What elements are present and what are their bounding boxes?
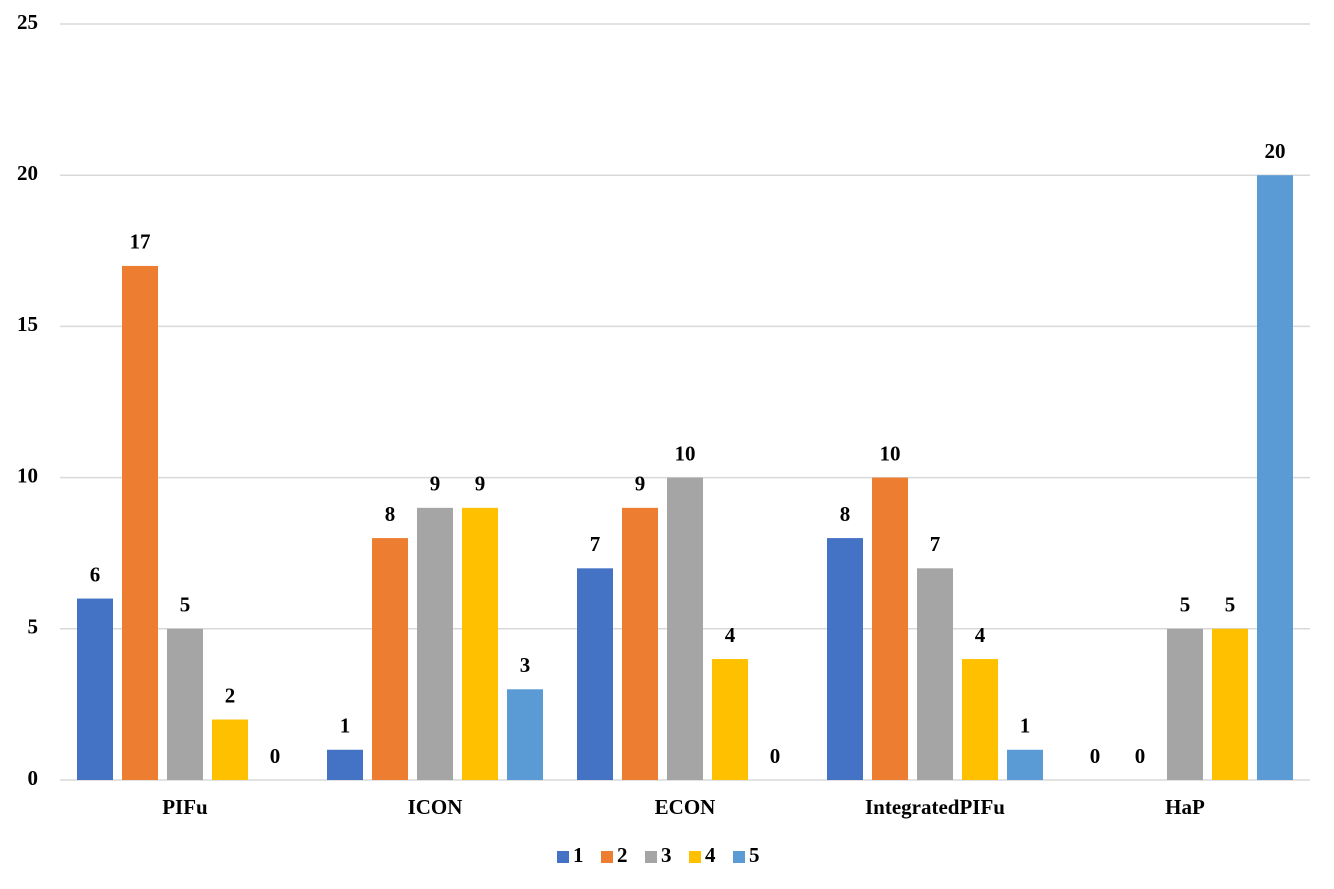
bar bbox=[622, 507, 658, 780]
bar bbox=[872, 477, 908, 780]
bar bbox=[167, 628, 203, 780]
data-label: 10 bbox=[880, 441, 901, 465]
legend-label: 2 bbox=[617, 843, 628, 867]
bar bbox=[1212, 628, 1248, 780]
data-label: 4 bbox=[725, 623, 736, 647]
data-label: 10 bbox=[675, 441, 696, 465]
legend-swatch bbox=[689, 851, 701, 863]
data-label: 0 bbox=[270, 744, 281, 768]
bar bbox=[77, 598, 113, 780]
legend-swatch bbox=[557, 851, 569, 863]
data-label: 9 bbox=[430, 472, 441, 496]
y-tick-label: 20 bbox=[17, 161, 38, 185]
y-tick-label: 15 bbox=[17, 312, 38, 336]
data-label: 5 bbox=[1180, 593, 1191, 617]
legend-label: 4 bbox=[705, 843, 716, 867]
data-label: 7 bbox=[590, 532, 601, 556]
data-label: 0 bbox=[1090, 744, 1101, 768]
bar bbox=[667, 477, 703, 780]
data-label: 6 bbox=[90, 562, 101, 586]
x-tick-label: IntegratedPIFu bbox=[865, 795, 1005, 819]
x-tick-label: ECON bbox=[655, 795, 716, 819]
y-tick-label: 0 bbox=[28, 766, 39, 790]
data-label: 3 bbox=[520, 653, 531, 677]
bar bbox=[327, 749, 363, 780]
legend-swatch bbox=[601, 851, 613, 863]
bar bbox=[577, 568, 613, 780]
legend-label: 5 bbox=[749, 843, 760, 867]
bar bbox=[507, 689, 543, 780]
bar bbox=[1167, 628, 1203, 780]
data-label: 8 bbox=[385, 502, 396, 526]
bar bbox=[1257, 175, 1293, 780]
bar bbox=[827, 538, 863, 780]
x-tick-label: ICON bbox=[408, 795, 463, 819]
bar bbox=[372, 538, 408, 780]
x-tick-label: HaP bbox=[1165, 795, 1205, 819]
legend-label: 1 bbox=[573, 843, 584, 867]
y-tick-label: 10 bbox=[17, 463, 38, 487]
data-label: 5 bbox=[1225, 593, 1236, 617]
legend-label: 3 bbox=[661, 843, 672, 867]
x-tick-label: PIFu bbox=[162, 795, 208, 819]
data-label: 1 bbox=[1020, 714, 1031, 738]
bar bbox=[712, 659, 748, 780]
legend-swatch bbox=[645, 851, 657, 863]
y-tick-label: 5 bbox=[28, 615, 39, 639]
data-label: 0 bbox=[1135, 744, 1146, 768]
data-label: 1 bbox=[340, 714, 351, 738]
data-label: 4 bbox=[975, 623, 986, 647]
y-tick-label: 25 bbox=[17, 10, 38, 34]
data-label: 2 bbox=[225, 683, 236, 707]
bar bbox=[962, 659, 998, 780]
data-label: 17 bbox=[130, 230, 151, 254]
bar bbox=[462, 507, 498, 780]
data-label: 20 bbox=[1265, 139, 1286, 163]
data-label: 5 bbox=[180, 593, 191, 617]
data-label: 9 bbox=[635, 472, 646, 496]
data-label: 9 bbox=[475, 472, 486, 496]
data-label: 8 bbox=[840, 502, 851, 526]
data-label: 0 bbox=[770, 744, 781, 768]
legend-swatch bbox=[733, 851, 745, 863]
bar bbox=[417, 507, 453, 780]
bar bbox=[122, 265, 158, 780]
bar bbox=[212, 719, 248, 780]
bar bbox=[1007, 749, 1043, 780]
data-label: 7 bbox=[930, 532, 941, 556]
bar bbox=[917, 568, 953, 780]
